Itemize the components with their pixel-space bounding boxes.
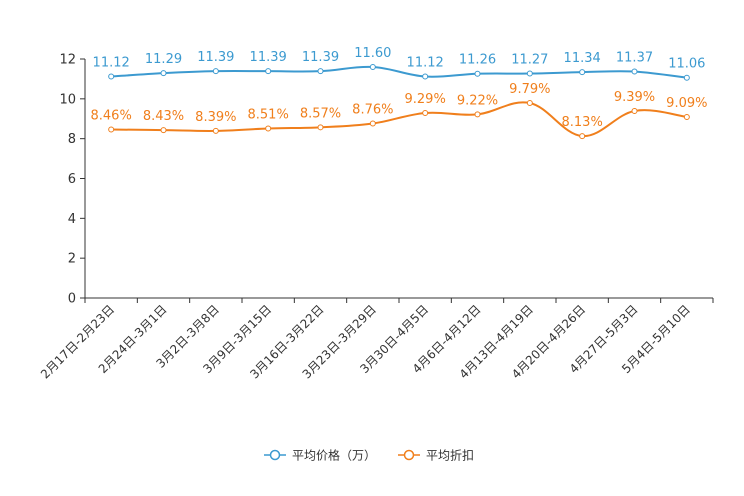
price-data-label: 11.12 [93, 56, 130, 71]
discount-point[interactable] [160, 127, 167, 134]
price-data-label: 11.39 [250, 50, 287, 65]
price-data-label: 11.26 [459, 53, 496, 68]
y-tick-label: 8 [68, 132, 76, 147]
price-point[interactable] [631, 68, 638, 75]
y-tick-label: 10 [59, 92, 76, 107]
legend-label: 平均价格（万） [292, 448, 376, 463]
discount-data-label: 8.76% [352, 103, 393, 118]
discount-point[interactable] [265, 125, 272, 132]
discount-point[interactable] [108, 126, 115, 133]
price-data-label: 11.60 [354, 46, 391, 61]
discount-data-label: 8.13% [562, 115, 603, 130]
discount-point[interactable] [683, 113, 690, 120]
discount-point[interactable] [526, 100, 533, 107]
legend-marker-icon [269, 449, 281, 461]
price-point[interactable] [212, 68, 219, 75]
y-tick-label: 2 [68, 252, 76, 267]
price-point[interactable] [422, 73, 429, 80]
price-point[interactable] [265, 68, 272, 75]
discount-data-label: 8.51% [248, 108, 289, 123]
discount-data-label: 9.09% [666, 96, 707, 111]
price-point[interactable] [526, 70, 533, 77]
price-data-label: 11.29 [145, 52, 182, 67]
legend-marker-icon [403, 449, 415, 461]
price-data-label: 11.37 [616, 51, 653, 66]
discount-point[interactable] [422, 109, 429, 116]
legend-item-discount[interactable]: 平均折扣 [398, 448, 474, 463]
discount-data-label: 8.43% [143, 109, 184, 124]
price-point[interactable] [683, 74, 690, 81]
price-data-label: 11.34 [564, 51, 601, 66]
discount-point[interactable] [631, 107, 638, 114]
price-point[interactable] [108, 73, 115, 80]
price-point[interactable] [317, 68, 324, 75]
discount-data-label: 9.29% [405, 92, 446, 107]
y-tick-label: 0 [68, 292, 76, 307]
discount-data-label: 9.79% [509, 82, 550, 97]
price-data-label: 11.06 [668, 57, 705, 72]
legend-item-price[interactable]: 平均价格（万） [264, 448, 376, 463]
discount-data-label: 8.39% [195, 110, 236, 125]
price-data-label: 11.39 [197, 50, 234, 65]
price-data-label: 11.27 [511, 53, 548, 68]
price-point[interactable] [579, 69, 586, 76]
discount-point[interactable] [317, 124, 324, 131]
discount-point[interactable] [474, 111, 481, 118]
price-point[interactable] [160, 70, 167, 77]
discount-point[interactable] [579, 133, 586, 140]
discount-data-label: 8.57% [300, 106, 341, 121]
y-tick-label: 6 [68, 172, 76, 187]
price-point[interactable] [369, 63, 376, 70]
discount-data-label: 9.22% [457, 93, 498, 108]
y-tick-label: 12 [59, 53, 76, 68]
price-point[interactable] [474, 70, 481, 77]
discount-point[interactable] [369, 120, 376, 127]
y-tick-label: 4 [68, 212, 76, 227]
legend-label: 平均折扣 [426, 448, 474, 463]
series-line-price [111, 65, 687, 79]
discount-point[interactable] [212, 127, 219, 134]
price-data-label: 11.12 [407, 56, 444, 71]
discount-data-label: 8.46% [91, 109, 132, 124]
discount-data-label: 9.39% [614, 90, 655, 105]
price-data-label: 11.39 [302, 50, 339, 65]
